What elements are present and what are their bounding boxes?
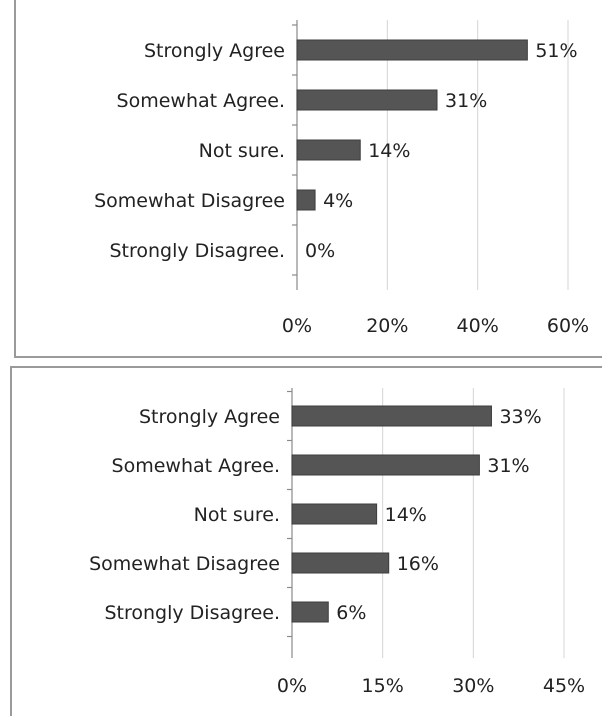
chart2-bar [291, 503, 378, 525]
chart2-category-label: Somewhat Agree. [112, 455, 280, 477]
chart1-value-label: 51% [535, 40, 577, 62]
chart1-category-label: Not sure. [199, 140, 285, 162]
chart2-category-label: Strongly Agree [139, 406, 280, 428]
chart1-value-label: 14% [368, 140, 410, 162]
chart2-bar [291, 601, 329, 623]
chart1-category-label: Strongly Disagree. [109, 240, 285, 262]
chart2-value-label: 14% [385, 504, 427, 526]
chart2-category-label: Somewhat Disagree [89, 553, 280, 575]
chart2-bar [291, 405, 492, 427]
chart1-bar [296, 39, 528, 61]
chart1-x-tick-label: 0% [282, 315, 312, 337]
chart2-x-tick-label: 30% [452, 675, 494, 697]
chart1-x-tick-label: 60% [547, 315, 589, 337]
chart2-value-label: 6% [336, 602, 366, 624]
chart1-value-label: 0% [305, 240, 335, 262]
bar-chart-1: Strongly Agree 51% Somewhat Agree. 31% Not s… [94, 20, 589, 337]
chart1-bar [296, 189, 316, 211]
chart1-value-label: 4% [323, 190, 353, 212]
chart1-category-label: Strongly Agree [144, 40, 285, 62]
chart1-bar [296, 89, 438, 111]
chart1-value-label: 31% [445, 90, 487, 112]
chart2-x-tick-label: 45% [543, 675, 585, 697]
chart2-value-label: 31% [487, 455, 529, 477]
chart2-category-label: Not sure. [194, 504, 280, 526]
bar-chart-2: Strongly Agree 33% Somewhat Agree. 31% Not s… [89, 388, 585, 697]
chart1-bar [296, 139, 361, 161]
chart-panel-1: Strongly Agree 51% Somewhat Agree. 31% Not s… [14, 0, 602, 358]
chart1-category-label: Somewhat Disagree [94, 190, 285, 212]
chart2-value-label: 16% [397, 553, 439, 575]
chart-panel-2: Strongly Agree 33% Somewhat Agree. 31% Not s… [10, 366, 602, 716]
chart2-x-tick-label: 0% [277, 675, 307, 697]
chart2-bar [291, 454, 480, 476]
chart2-bar [291, 552, 390, 574]
chart2-x-tick-label: 15% [362, 675, 404, 697]
chart2-category-label: Strongly Disagree. [104, 602, 280, 624]
chart1-x-tick-label: 40% [457, 315, 499, 337]
chart1-category-label: Somewhat Agree. [117, 90, 285, 112]
chart2-value-label: 33% [499, 406, 541, 428]
chart1-x-tick-label: 20% [366, 315, 408, 337]
